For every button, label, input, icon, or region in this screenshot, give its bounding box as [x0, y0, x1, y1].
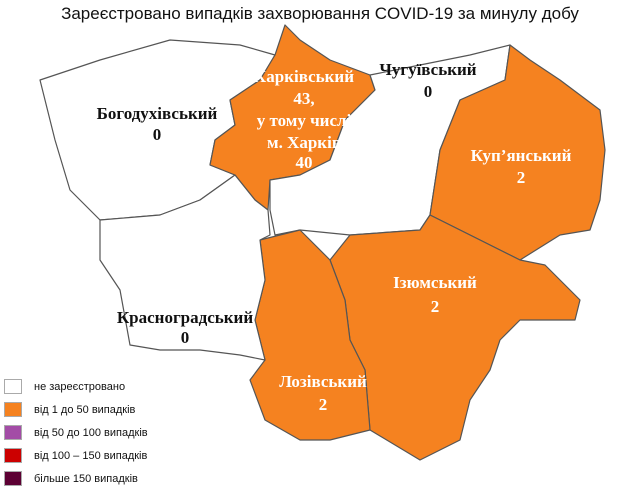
legend-item: більше 150 випадків	[4, 467, 148, 490]
value-kharkiv: 43,	[293, 89, 314, 108]
legend-item: не зареєстровано	[4, 375, 148, 398]
kharkiv-city-value: 40	[296, 153, 313, 172]
legend-label: не зареєстровано	[34, 380, 126, 393]
kharkiv-city-label: м. Харків	[267, 133, 341, 152]
legend: не зареєстровано від 1 до 50 випадків ві…	[4, 375, 148, 490]
legend-label: від 100 – 150 випадків	[34, 449, 148, 462]
legend-swatch-1-50	[4, 402, 22, 417]
region-krasnohrad[interactable]	[99, 174, 271, 361]
label-izium: Ізюмський	[393, 273, 477, 292]
label-chuhuiv: Чугуївський	[379, 60, 476, 79]
value-krasnohrad: 0	[181, 328, 190, 347]
legend-swatch-50-100	[4, 425, 22, 440]
label-kupiansk: Куп’янський	[471, 146, 572, 165]
legend-swatch-none	[4, 379, 22, 394]
value-kupiansk: 2	[517, 168, 526, 187]
value-lozova: 2	[319, 395, 328, 414]
legend-label: від 50 до 100 випадків	[34, 426, 148, 439]
label-kharkiv: Харківський	[254, 67, 354, 86]
legend-label: більше 150 випадків	[34, 472, 138, 485]
label-bohodukhiv: Богодухівський	[97, 104, 218, 123]
kharkiv-incl-text: у тому числі	[257, 111, 352, 130]
region-kupiansk[interactable]	[429, 44, 606, 261]
map-title: Зареєстровано випадків захворювання COVI…	[61, 4, 579, 23]
label-krasnohrad: Красноградський	[117, 308, 254, 327]
legend-swatch-100-150	[4, 448, 22, 463]
value-bohodukhiv: 0	[153, 125, 162, 144]
value-izium: 2	[431, 297, 440, 316]
legend-label: від 1 до 50 випадків	[34, 403, 136, 416]
legend-item: від 100 – 150 випадків	[4, 444, 148, 467]
label-lozova: Лозівський	[279, 372, 367, 391]
legend-item: від 50 до 100 випадків	[4, 421, 148, 444]
legend-swatch-150plus	[4, 471, 22, 486]
map: Богодухівський 0 Харківський 43, у тому …	[39, 24, 606, 461]
value-chuhuiv: 0	[424, 82, 433, 101]
legend-item: від 1 до 50 випадків	[4, 398, 148, 421]
